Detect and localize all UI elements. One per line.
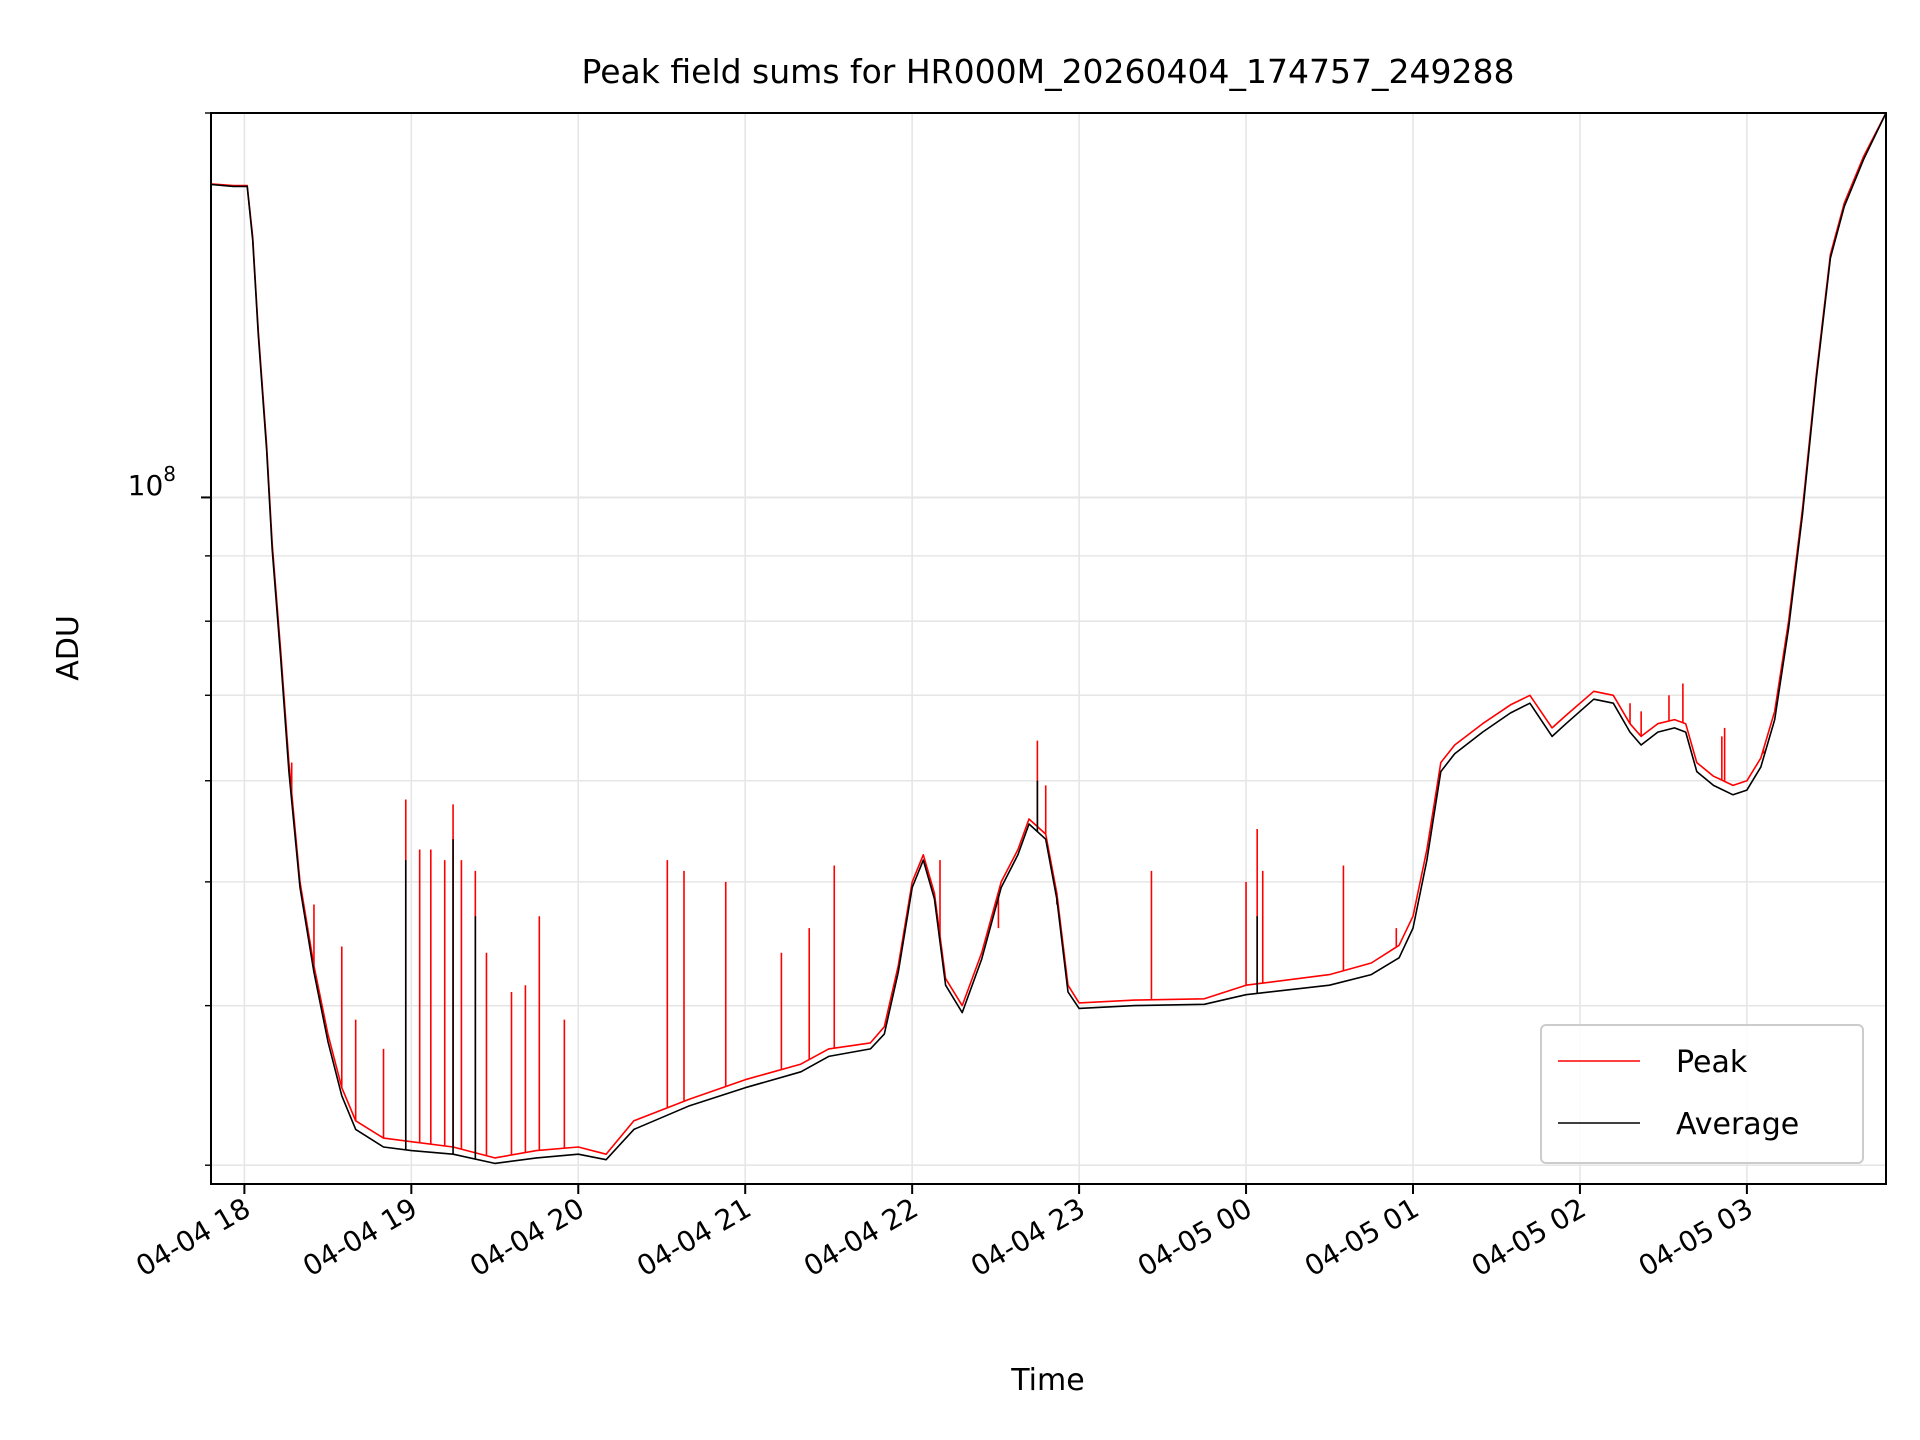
y-axis: 108 xyxy=(128,112,211,1166)
legend-peak-label: Peak xyxy=(1676,1045,1748,1080)
legend-average-label: Average xyxy=(1676,1107,1799,1142)
y-axis-label: ADU xyxy=(51,615,86,681)
plot-series xyxy=(210,112,1887,1165)
plot-frame xyxy=(210,112,1887,1185)
y-major-tick-label: 108 xyxy=(128,462,176,502)
legend-box xyxy=(1540,1024,1864,1164)
chart-title: Peak field sums for HR000M_20260404_1747… xyxy=(582,52,1515,91)
grid xyxy=(211,112,1886,1184)
legend: Peak Average xyxy=(1540,1024,1864,1164)
series-peak-line xyxy=(210,112,1887,1159)
x-axis-label: Time xyxy=(1010,1363,1084,1398)
series-average-line xyxy=(210,112,1887,1165)
